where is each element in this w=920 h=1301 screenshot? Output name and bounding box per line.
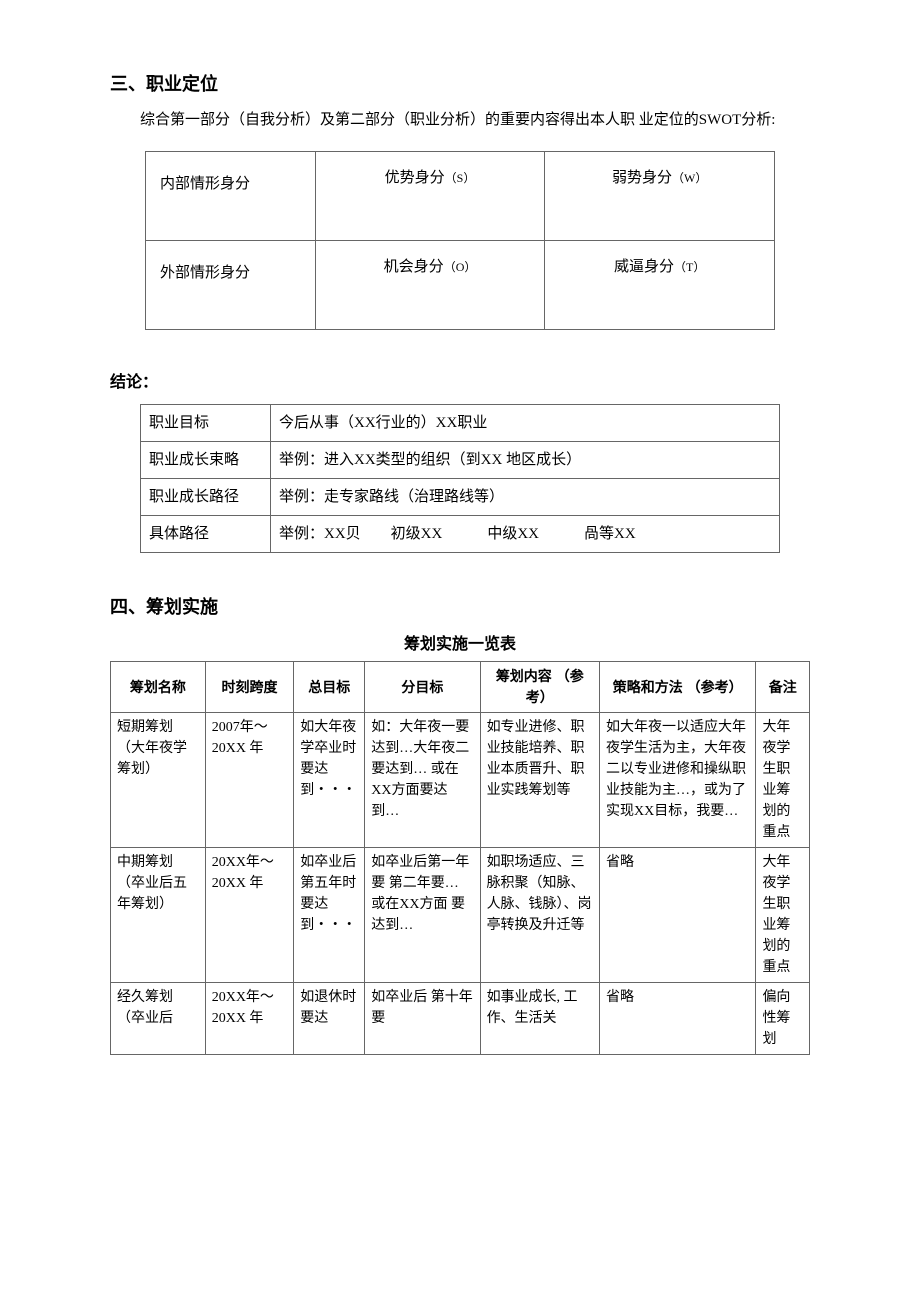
- conclusion-heading: 结论：: [110, 370, 810, 396]
- impl-cell-span: 20XX年～20XX 年: [205, 983, 294, 1055]
- conclusion-row: 职业成长路径 举例：走专家路线（治理路线等）: [141, 478, 780, 515]
- impl-cell-content: 如事业成长, 工作、生活关: [480, 983, 599, 1055]
- swot-row-external: 外部情形身分 机会身分（O） 威逼身分（T）: [146, 241, 775, 330]
- impl-cell-goal: 如退休时要达: [294, 983, 365, 1055]
- conclusion-row: 职业成长束略 举例：进入XX类型的组织（到XX 地区成长）: [141, 441, 780, 478]
- impl-cell-note: 大年夜学生职业筹划的重点: [756, 713, 810, 848]
- swot-w-cell: 弱势身分（W）: [545, 152, 775, 241]
- impl-cell-note: 大年夜学生职业筹划的重点: [756, 848, 810, 983]
- impl-cell-sub: 如卒业后第一年要 第二年要… 或在XX方面 要达到…: [365, 848, 480, 983]
- impl-cell-sub: 如卒业后 第十年要: [365, 983, 480, 1055]
- impl-row-long: 经久筹划 （卒业后 20XX年～20XX 年 如退休时要达 如卒业后 第十年要 …: [111, 983, 810, 1055]
- swot-s-cell: 优势身分（S）: [315, 152, 545, 241]
- impl-table-title: 筹划实施一览表: [110, 632, 810, 658]
- impl-cell-name: 中期筹划 （卒业后五年筹划）: [111, 848, 206, 983]
- section3-heading: 三、职业定位: [110, 70, 810, 99]
- impl-table: 筹划名称 时刻跨度 总目标 分目标 筹划内容 （参考） 策略和方法 （参考） 备…: [110, 661, 810, 1055]
- swot-o-label: 机会身分: [384, 259, 444, 275]
- impl-cell-content: 如专业进修、职业技能培养、职业本质晋升、职业实践筹划等: [480, 713, 599, 848]
- conclusion-label: 职业成长路径: [141, 478, 271, 515]
- swot-s-code: （S）: [445, 171, 476, 185]
- section4-heading: 四、筹划实施: [110, 593, 810, 622]
- section3-intro: 综合第一部分（自我分析）及第二部分（职业分析）的重要内容得出本人职 业定位的SW…: [110, 109, 810, 132]
- impl-cell-span: 20XX年～20XX 年: [205, 848, 294, 983]
- swot-s-label: 优势身分: [385, 170, 445, 186]
- impl-cell-note: 偏向性筹划: [756, 983, 810, 1055]
- swot-external-label: 外部情形身分: [146, 241, 316, 330]
- impl-cell-content: 如职场适应、三脉积聚（知脉、人脉、钱脉）、岗亭转换及升迁等: [480, 848, 599, 983]
- swot-t-code: （T）: [674, 260, 705, 274]
- swot-t-label: 威逼身分: [614, 259, 674, 275]
- conclusion-label: 具体路径: [141, 515, 271, 552]
- impl-row-mid: 中期筹划 （卒业后五年筹划） 20XX年～20XX 年 如卒业后第五年时要达到・…: [111, 848, 810, 983]
- swot-w-label: 弱势身分: [612, 170, 672, 186]
- conclusion-value: 举例：走专家路线（治理路线等）: [271, 478, 780, 515]
- impl-cell-name: 经久筹划 （卒业后: [111, 983, 206, 1055]
- impl-cell-goal: 如大年夜学卒业时要达到・・・: [294, 713, 365, 848]
- impl-col-content: 筹划内容 （参考）: [480, 662, 599, 713]
- impl-header-row: 筹划名称 时刻跨度 总目标 分目标 筹划内容 （参考） 策略和方法 （参考） 备…: [111, 662, 810, 713]
- impl-cell-name: 短期筹划 （大年夜学筹划）: [111, 713, 206, 848]
- conclusion-value: 举例：XX贝 初级XX 中级XX 咼等XX: [271, 515, 780, 552]
- impl-cell-strategy: 省略: [599, 983, 755, 1055]
- impl-col-note: 备注: [756, 662, 810, 713]
- conclusion-label: 职业成长束略: [141, 441, 271, 478]
- swot-internal-label: 内部情形身分: [146, 152, 316, 241]
- impl-cell-sub: 如：大年夜一要达到…大年夜二要达到… 或在XX方面要达到…: [365, 713, 480, 848]
- conclusion-row: 职业目标 今后从事（XX行业的）XX职业: [141, 404, 780, 441]
- swot-o-code: （O）: [444, 260, 477, 274]
- swot-w-code: （W）: [672, 171, 707, 185]
- swot-t-cell: 威逼身分（T）: [545, 241, 775, 330]
- conclusion-row: 具体路径 举例：XX贝 初级XX 中级XX 咼等XX: [141, 515, 780, 552]
- conclusion-table: 职业目标 今后从事（XX行业的）XX职业 职业成长束略 举例：进入XX类型的组织…: [140, 404, 780, 553]
- swot-table: 内部情形身分 优势身分（S） 弱势身分（W） 外部情形身分 机会身分（O） 威逼…: [145, 151, 775, 330]
- swot-o-cell: 机会身分（O）: [315, 241, 545, 330]
- conclusion-value: 今后从事（XX行业的）XX职业: [271, 404, 780, 441]
- impl-cell-goal: 如卒业后第五年时要达到・・・: [294, 848, 365, 983]
- conclusion-value: 举例：进入XX类型的组织（到XX 地区成长）: [271, 441, 780, 478]
- impl-cell-strategy: 如大年夜一以适应大年夜学生活为主，大年夜二以专业进修和操纵职业技能为主…，或为了…: [599, 713, 755, 848]
- swot-row-internal: 内部情形身分 优势身分（S） 弱势身分（W）: [146, 152, 775, 241]
- conclusion-label: 职业目标: [141, 404, 271, 441]
- impl-row-short: 短期筹划 （大年夜学筹划） 2007年～20XX 年 如大年夜学卒业时要达到・・…: [111, 713, 810, 848]
- impl-cell-span: 2007年～20XX 年: [205, 713, 294, 848]
- impl-col-sub: 分目标: [365, 662, 480, 713]
- impl-col-name: 筹划名称: [111, 662, 206, 713]
- impl-col-span: 时刻跨度: [205, 662, 294, 713]
- impl-col-goal: 总目标: [294, 662, 365, 713]
- impl-col-strategy: 策略和方法 （参考）: [599, 662, 755, 713]
- impl-cell-strategy: 省略: [599, 848, 755, 983]
